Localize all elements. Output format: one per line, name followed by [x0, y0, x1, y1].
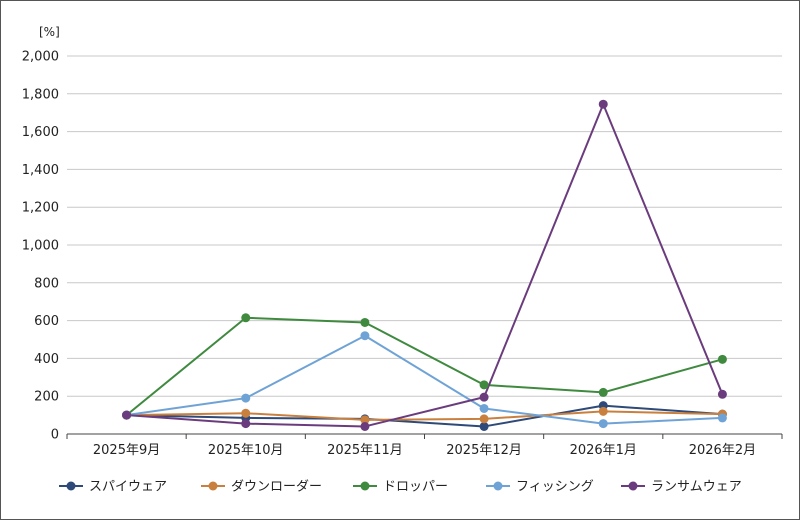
data-point	[717, 354, 727, 364]
data-point	[717, 389, 727, 399]
data-point	[241, 419, 251, 429]
y-tick-label: 600	[34, 314, 59, 329]
y-tick-label: 0	[51, 428, 59, 443]
data-point	[241, 408, 251, 418]
y-tick-label: 1,200	[22, 201, 59, 216]
y-tick-label: 400	[34, 352, 59, 367]
x-tick-label: 2025年12月	[446, 443, 522, 458]
x-tick-label: 2025年9月	[93, 443, 160, 458]
y-tick-label: 200	[34, 390, 59, 405]
legend-swatch-marker	[493, 481, 503, 491]
series-line	[125, 316, 723, 416]
y-tick-label: 1,000	[22, 239, 59, 254]
data-point	[598, 406, 608, 416]
y-tick-label: 1,600	[22, 125, 59, 140]
data-point	[479, 380, 489, 390]
data-point	[479, 414, 489, 424]
legend-label: ダウンローダー	[231, 480, 322, 495]
x-tick-label: 2026年1月	[570, 443, 637, 458]
series-line	[126, 410, 723, 421]
data-point	[241, 393, 251, 403]
series-line	[126, 334, 723, 425]
y-tick-label: 1,400	[22, 163, 59, 178]
data-point	[598, 99, 608, 109]
data-point	[122, 410, 132, 420]
data-point	[360, 317, 370, 327]
x-tick-label: 2025年10月	[208, 443, 284, 458]
y-unit-label: [%]	[39, 25, 60, 39]
data-point	[598, 419, 608, 429]
data-point	[360, 415, 370, 425]
legend-label: ドロッパー	[383, 480, 448, 495]
data-point	[479, 421, 489, 431]
legend-label: ランサムウェア	[651, 480, 742, 495]
series-line	[126, 103, 724, 428]
data-point	[479, 392, 489, 402]
legend-label: スパイウェア	[89, 480, 167, 495]
data-point	[598, 387, 608, 397]
legend-swatch-marker	[628, 481, 638, 491]
legend-label: フィッシング	[516, 480, 594, 495]
legend-swatch-marker	[208, 481, 218, 491]
y-tick-label: 2,000	[22, 50, 59, 65]
series-line	[126, 404, 723, 428]
data-point	[360, 421, 370, 431]
x-tick-label: 2025年11月	[327, 443, 403, 458]
y-tick-label: 800	[34, 276, 59, 291]
y-tick-label: 1,800	[22, 87, 59, 102]
data-point	[241, 313, 251, 323]
data-point	[717, 413, 727, 423]
legend-swatch-marker	[66, 481, 76, 491]
legend-swatch-marker	[360, 481, 370, 491]
data-point	[479, 403, 489, 413]
x-tick-label: 2026年2月	[689, 443, 756, 458]
data-point	[360, 331, 370, 341]
